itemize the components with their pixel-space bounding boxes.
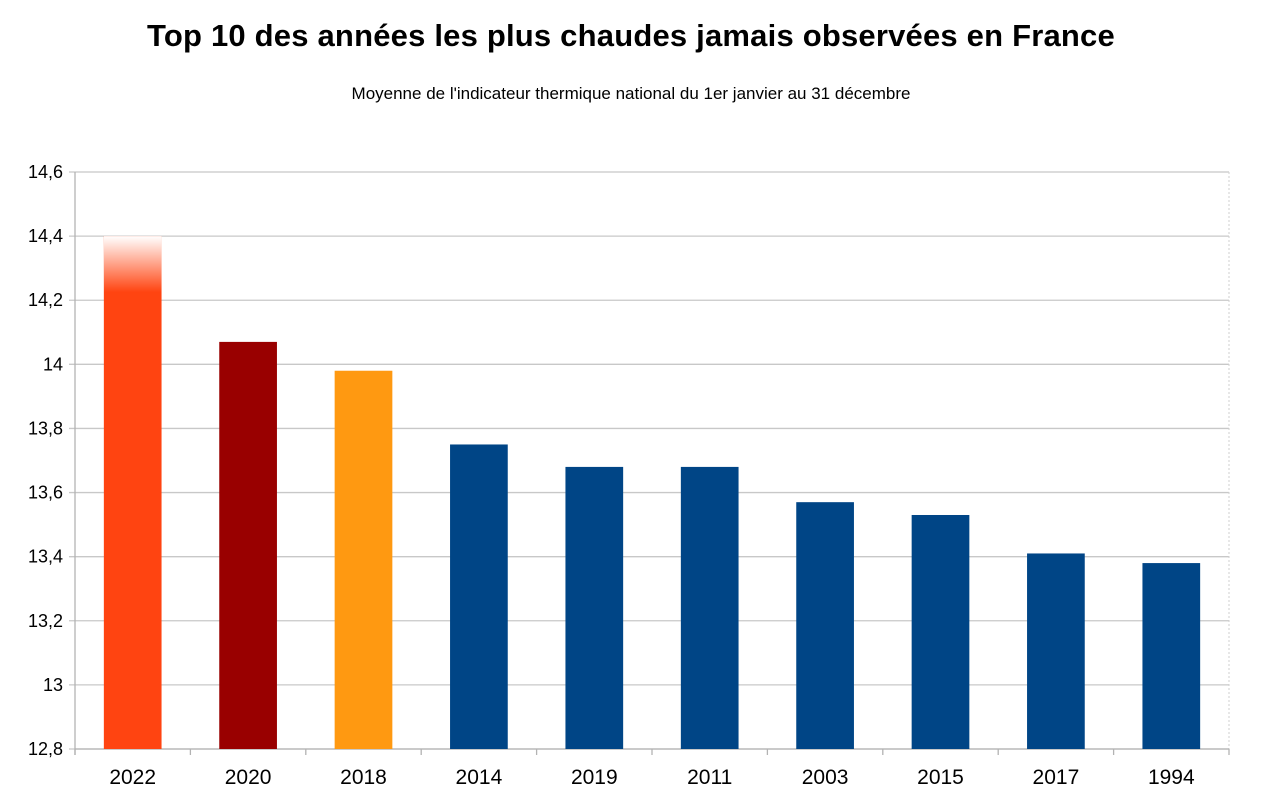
bar-2014 [450,444,508,749]
y-tick-label: 14 [43,354,63,374]
x-tick-label: 2018 [340,766,387,789]
bar-2011 [680,466,739,749]
x-tick-label: 1994 [1148,766,1195,789]
bar-2018 [334,370,393,749]
x-tick-label: 2019 [571,766,618,789]
x-tick-label: 2011 [687,766,732,789]
bar-2003 [796,502,854,749]
x-axis-ticks: 2022 2020 2018 2014 2019 2011 2003 2015 2017 1994 [109,766,1195,789]
y-tick-label: 14,2 [28,290,63,310]
bar-2015 [911,514,970,749]
y-tick-label: 13,2 [28,611,63,631]
y-tick-label: 13 [43,675,63,695]
y-tick-label: 13,8 [28,418,63,438]
bar-2019 [565,466,624,749]
chart-title: Top 10 des années les plus chaudes jamai… [147,18,1115,53]
bar-2017 [1027,553,1085,749]
x-tick-label: 2015 [917,766,964,789]
x-tick-label: 2022 [109,766,156,789]
y-tick-label: 13,6 [28,483,63,503]
x-tick-label: 2003 [802,766,849,789]
chart-subtitle: Moyenne de l'indicateur thermique nation… [351,84,911,103]
bar-2020 [219,341,277,749]
bar-fade-overlay [103,236,162,293]
y-tick-label: 14,6 [28,162,63,182]
x-tick-label: 2014 [456,766,503,789]
x-tick-label: 2020 [225,766,272,789]
bars [103,236,1201,750]
y-tick-label: 13,4 [28,547,63,567]
y-tick-label: 12,8 [28,739,63,759]
bar-1994 [1142,563,1201,749]
y-tick-label: 14,4 [28,226,63,246]
x-tick-label: 2017 [1033,766,1080,789]
bar-2022 [103,236,162,750]
y-axis-ticks: 12,8 13 13,2 13,4 13,6 13,8 14 14,2 14,4 14,6 [28,162,63,759]
